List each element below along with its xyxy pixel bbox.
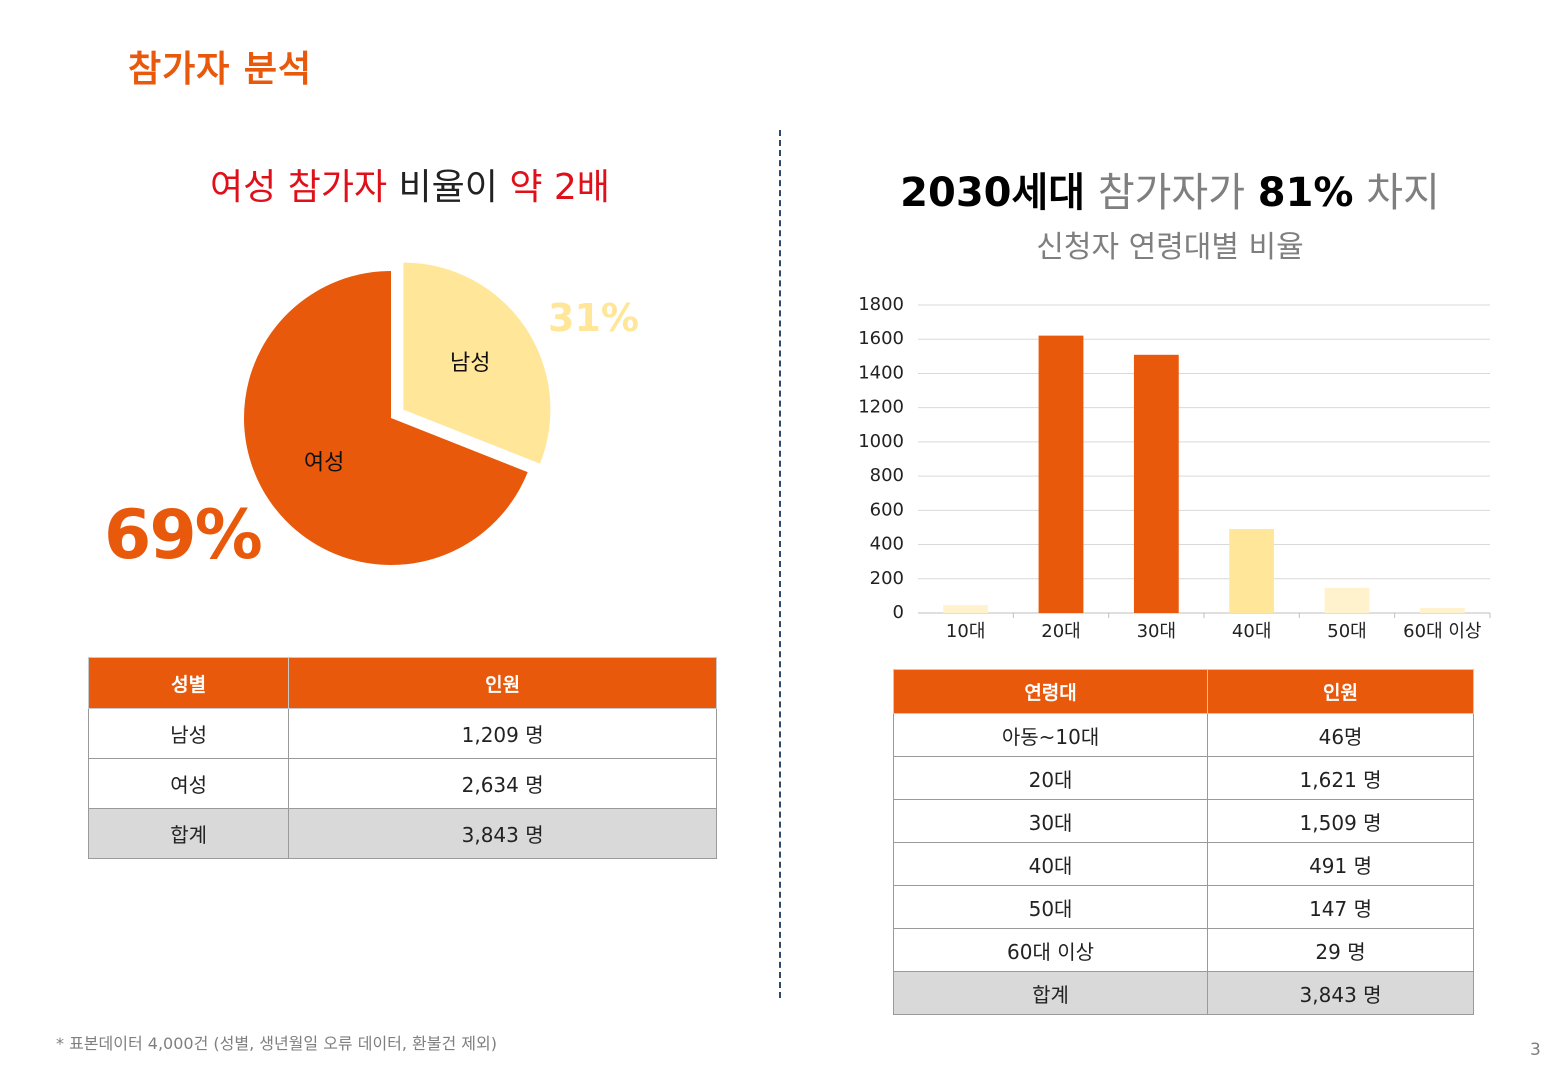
cell-count: 1,621 명 [1207,756,1474,800]
cell-age-group: 50대 [892,885,1209,929]
footnote: * 표본데이터 4,000건 (성별, 생년월일 오류 데이터, 환불건 제외) [56,1034,497,1053]
pie-slice-male [403,262,551,464]
table-header-row: 성별 인원 [87,657,717,709]
cell-total-label: 합계 [87,808,290,859]
cell-gender: 남성 [87,708,290,759]
table-row: 30대 1,509 명 [892,799,1474,843]
table-row: 40대 491 명 [892,842,1474,886]
table-row: 50대 147 명 [892,885,1474,929]
cell-total-count: 3,843 명 [288,808,717,859]
pie-male-percent: 31% [548,296,639,340]
table-row: 60대 이상 29 명 [892,928,1474,972]
headline-text: 참가자가 [1085,170,1258,216]
table-row: 남성 1,209 명 [87,708,717,759]
header-age-group: 연령대 [892,669,1209,714]
y-tick-label: 0 [893,602,904,623]
page-title: 참가자 분석 [128,49,313,90]
headline-percent: 81% [1257,170,1354,216]
cell-count: 1,209 명 [288,708,717,759]
gender-table: 성별 인원 남성 1,209 명 여성 2,634 명 합계 3,843 명 [87,657,717,859]
cell-count: 1,509 명 [1207,799,1474,843]
cell-total-count: 3,843 명 [1207,971,1474,1015]
cell-age-group: 40대 [892,842,1209,886]
bar-40대 [1229,528,1275,613]
table-header-row: 연령대 인원 [892,669,1474,714]
headline-highlight-ratio: 약 2배 [509,167,610,208]
table-row: 아동~10대 46명 [892,713,1474,757]
panel-divider [779,130,781,998]
bar-60대 이상 [1419,608,1465,613]
table-row: 여성 2,634 명 [87,758,717,809]
headline-highlight-female: 여성 참가자 [210,167,388,208]
left-headline: 여성 참가자 비율이 약 2배 [100,158,720,210]
y-tick-label: 1000 [858,431,904,452]
y-tick-label: 400 [870,534,904,555]
header-count: 인원 [288,657,717,709]
cell-count: 2,634 명 [288,758,717,809]
pie-slice-female [244,271,528,565]
gender-pie-chart: 여성 남성 [244,262,551,565]
y-tick-label: 1400 [858,362,904,383]
y-tick-label: 1800 [858,294,904,315]
bar-20대 [1038,335,1084,613]
page-number: 3 [1530,1040,1541,1060]
pie-female-percent: 69% [104,496,263,575]
table-total-row: 합계 3,843 명 [87,808,717,859]
headline-generation: 2030세대 [900,170,1086,216]
cell-age-group: 60대 이상 [892,928,1209,972]
x-tick-label: 60대 이상 [1403,621,1481,642]
cell-count: 29 명 [1207,928,1474,972]
bar-30대 [1133,354,1179,613]
cell-count: 491 명 [1207,842,1474,886]
age-table: 연령대 인원 아동~10대 46명 20대 1,621 명 30대 1,509 … [892,669,1474,1015]
x-tick-label: 20대 [1041,621,1080,642]
chart-title: 신청자 연령대별 비율 [1036,230,1304,265]
x-tick-label: 30대 [1137,621,1176,642]
table-row: 20대 1,621 명 [892,756,1474,800]
cell-count: 147 명 [1207,885,1474,929]
x-tick-label: 50대 [1327,621,1366,642]
cell-age-group: 아동~10대 [892,713,1209,757]
y-tick-label: 200 [870,568,904,589]
right-headline: 2030세대 참가자가 81% 차지 [820,160,1520,218]
pie-slice-label: 여성 [304,450,344,475]
bar-10대 [943,605,989,613]
pie-slice-label: 남성 [450,351,490,376]
y-tick-label: 1200 [858,397,904,418]
header-gender: 성별 [87,657,290,709]
y-tick-label: 1600 [858,328,904,349]
age-bar-chart: 0 200 400 600 800 1000 1200 1400 1600 1800 10대 20대 3… [858,294,1491,642]
bar-50대 [1324,587,1370,613]
table-total-row: 합계 3,843 명 [892,971,1474,1015]
y-tick-label: 800 [870,465,904,486]
cell-age-group: 20대 [892,756,1209,800]
header-count: 인원 [1207,669,1474,714]
cell-total-label: 합계 [892,971,1209,1015]
x-tick-label: 10대 [946,621,985,642]
cell-gender: 여성 [87,758,290,809]
x-tick-label: 40대 [1232,621,1271,642]
y-tick-label: 600 [870,499,904,520]
headline-text-end: 차지 [1353,170,1440,216]
cell-count: 46명 [1207,713,1474,757]
headline-text: 비율이 [387,167,510,208]
cell-age-group: 30대 [892,799,1209,843]
